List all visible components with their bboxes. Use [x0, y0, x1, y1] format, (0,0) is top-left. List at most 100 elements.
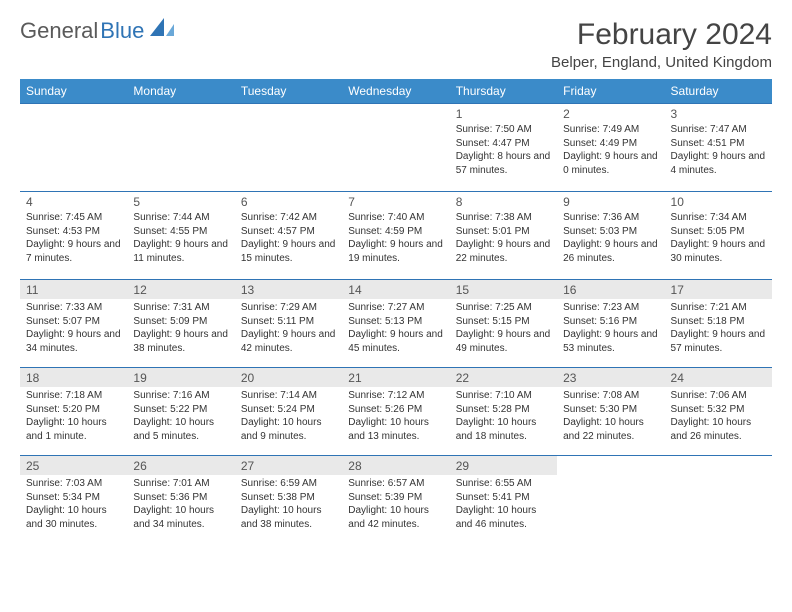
logo-sail-icon	[150, 18, 176, 44]
sunrise-line: Sunrise: 6:59 AM	[241, 477, 336, 491]
day-info: Sunrise: 7:31 AMSunset: 5:09 PMDaylight:…	[133, 301, 228, 355]
sunset-line: Sunset: 5:09 PM	[133, 315, 228, 329]
daylight-line: Daylight: 10 hours and 34 minutes.	[133, 504, 228, 531]
day-number: 3	[671, 107, 766, 121]
day-cell: 21Sunrise: 7:12 AMSunset: 5:26 PMDayligh…	[342, 368, 449, 456]
calendar-header-row: SundayMondayTuesdayWednesdayThursdayFrid…	[20, 79, 772, 104]
day-info: Sunrise: 7:40 AMSunset: 4:59 PMDaylight:…	[348, 211, 443, 265]
dayname-friday: Friday	[557, 79, 664, 104]
sunset-line: Sunset: 5:41 PM	[456, 491, 551, 505]
week-row: 25 Sunrise: 7:03 AMSunset: 5:34 PMDayligh…	[20, 456, 772, 544]
day-info: Sunrise: 7:14 AMSunset: 5:24 PMDaylight:…	[241, 389, 336, 443]
day-cell: 3Sunrise: 7:47 AMSunset: 4:51 PMDaylight…	[665, 104, 772, 192]
daylight-line: Daylight: 8 hours and 57 minutes.	[456, 150, 551, 177]
day-cell: 22 Sunrise: 7:10 AMSunset: 5:28 PMDayligh…	[450, 368, 557, 456]
sunset-line: Sunset: 5:11 PM	[241, 315, 336, 329]
day-number: 27	[235, 456, 342, 475]
day-number: 1	[456, 107, 551, 121]
day-cell: 20Sunrise: 7:14 AMSunset: 5:24 PMDayligh…	[235, 368, 342, 456]
sunrise-line: Sunrise: 7:01 AM	[133, 477, 228, 491]
sunrise-line: Sunrise: 7:18 AM	[26, 389, 121, 403]
week-row: 18Sunrise: 7:18 AMSunset: 5:20 PMDayligh…	[20, 368, 772, 456]
day-cell: 12Sunrise: 7:31 AMSunset: 5:09 PMDayligh…	[127, 280, 234, 368]
sunset-line: Sunset: 5:26 PM	[348, 403, 443, 417]
sunrise-line: Sunrise: 7:06 AM	[671, 389, 766, 403]
sunrise-line: Sunrise: 7:14 AM	[241, 389, 336, 403]
daylight-line: Daylight: 9 hours and 26 minutes.	[563, 238, 658, 265]
day-number: 25	[20, 456, 127, 475]
day-info: Sunrise: 7:01 AMSunset: 5:36 PMDaylight:…	[133, 477, 228, 531]
daylight-line: Daylight: 10 hours and 46 minutes.	[456, 504, 551, 531]
sunrise-line: Sunrise: 7:34 AM	[671, 211, 766, 225]
daylight-line: Daylight: 9 hours and 49 minutes.	[456, 328, 551, 355]
day-number: 29	[450, 456, 557, 475]
sunrise-line: Sunrise: 7:10 AM	[456, 389, 551, 403]
sunrise-line: Sunrise: 7:33 AM	[26, 301, 121, 315]
day-info: Sunrise: 7:06 AMSunset: 5:32 PMDaylight:…	[671, 389, 766, 443]
sunset-line: Sunset: 5:20 PM	[26, 403, 121, 417]
sunrise-line: Sunrise: 7:27 AM	[348, 301, 443, 315]
day-info: Sunrise: 7:45 AMSunset: 4:53 PMDaylight:…	[26, 211, 121, 265]
sunrise-line: Sunrise: 7:03 AM	[26, 477, 121, 491]
day-number: 22	[450, 368, 557, 387]
day-info: Sunrise: 6:59 AMSunset: 5:38 PMDaylight:…	[241, 477, 336, 531]
empty-cell	[557, 456, 664, 544]
daylight-line: Daylight: 9 hours and 22 minutes.	[456, 238, 551, 265]
daylight-line: Daylight: 10 hours and 22 minutes.	[563, 416, 658, 443]
day-info: Sunrise: 7:18 AMSunset: 5:20 PMDaylight:…	[26, 389, 121, 443]
daylight-line: Daylight: 9 hours and 34 minutes.	[26, 328, 121, 355]
day-number: 4	[26, 195, 121, 209]
sunrise-line: Sunrise: 6:57 AM	[348, 477, 443, 491]
day-info: Sunrise: 7:10 AMSunset: 5:28 PMDaylight:…	[456, 389, 551, 443]
daylight-line: Daylight: 10 hours and 1 minute.	[26, 416, 121, 443]
daylight-line: Daylight: 9 hours and 19 minutes.	[348, 238, 443, 265]
empty-cell	[665, 456, 772, 544]
day-cell: 15Sunrise: 7:25 AMSunset: 5:15 PMDayligh…	[450, 280, 557, 368]
day-cell: 19Sunrise: 7:16 AMSunset: 5:22 PMDayligh…	[127, 368, 234, 456]
day-info: Sunrise: 7:36 AMSunset: 5:03 PMDaylight:…	[563, 211, 658, 265]
day-number: 26	[127, 456, 234, 475]
day-cell: 1Sunrise: 7:50 AMSunset: 4:47 PMDaylight…	[450, 104, 557, 192]
day-number: 2	[563, 107, 658, 121]
daylight-line: Daylight: 10 hours and 9 minutes.	[241, 416, 336, 443]
month-title: February 2024	[551, 18, 772, 52]
sunrise-line: Sunrise: 7:29 AM	[241, 301, 336, 315]
logo-text-1: General	[20, 18, 98, 44]
day-cell: 26 Sunrise: 7:01 AMSunset: 5:36 PMDayligh…	[127, 456, 234, 544]
day-cell: 13Sunrise: 7:29 AMSunset: 5:11 PMDayligh…	[235, 280, 342, 368]
day-info: Sunrise: 7:38 AMSunset: 5:01 PMDaylight:…	[456, 211, 551, 265]
week-row: 4 Sunrise: 7:45 AMSunset: 4:53 PMDaylight…	[20, 192, 772, 280]
sunset-line: Sunset: 5:22 PM	[133, 403, 228, 417]
day-cell: 4 Sunrise: 7:45 AMSunset: 4:53 PMDaylight…	[20, 192, 127, 280]
daylight-line: Daylight: 10 hours and 30 minutes.	[26, 504, 121, 531]
sunrise-line: Sunrise: 7:16 AM	[133, 389, 228, 403]
day-info: Sunrise: 7:23 AMSunset: 5:16 PMDaylight:…	[563, 301, 658, 355]
day-number: 17	[665, 280, 772, 299]
empty-cell	[127, 104, 234, 192]
day-info: Sunrise: 7:03 AMSunset: 5:34 PMDaylight:…	[26, 477, 121, 531]
day-cell: 24Sunrise: 7:06 AMSunset: 5:32 PMDayligh…	[665, 368, 772, 456]
sunset-line: Sunset: 4:55 PM	[133, 225, 228, 239]
daylight-line: Daylight: 9 hours and 7 minutes.	[26, 238, 121, 265]
sunset-line: Sunset: 5:38 PM	[241, 491, 336, 505]
day-cell: 25 Sunrise: 7:03 AMSunset: 5:34 PMDayligh…	[20, 456, 127, 544]
dayname-monday: Monday	[127, 79, 234, 104]
day-cell: 5Sunrise: 7:44 AMSunset: 4:55 PMDaylight…	[127, 192, 234, 280]
sunset-line: Sunset: 5:28 PM	[456, 403, 551, 417]
day-cell: 28Sunrise: 6:57 AMSunset: 5:39 PMDayligh…	[342, 456, 449, 544]
day-info: Sunrise: 7:49 AMSunset: 4:49 PMDaylight:…	[563, 123, 658, 177]
day-number: 18	[20, 368, 127, 387]
day-info: Sunrise: 7:21 AMSunset: 5:18 PMDaylight:…	[671, 301, 766, 355]
calendar-body: 1Sunrise: 7:50 AMSunset: 4:47 PMDaylight…	[20, 104, 772, 544]
sunrise-line: Sunrise: 7:12 AM	[348, 389, 443, 403]
sunset-line: Sunset: 5:32 PM	[671, 403, 766, 417]
day-cell: 17 Sunrise: 7:21 AMSunset: 5:18 PMDayligh…	[665, 280, 772, 368]
day-cell: 10 Sunrise: 7:34 AMSunset: 5:05 PMDayligh…	[665, 192, 772, 280]
day-info: Sunrise: 6:55 AMSunset: 5:41 PMDaylight:…	[456, 477, 551, 531]
day-info: Sunrise: 7:34 AMSunset: 5:05 PMDaylight:…	[671, 211, 766, 265]
sunrise-line: Sunrise: 7:45 AM	[26, 211, 121, 225]
day-number: 7	[348, 195, 443, 209]
header: GeneralBlue February 2024 Belper, Englan…	[20, 18, 772, 71]
day-cell: 14Sunrise: 7:27 AMSunset: 5:13 PMDayligh…	[342, 280, 449, 368]
day-number: 10	[671, 195, 766, 209]
